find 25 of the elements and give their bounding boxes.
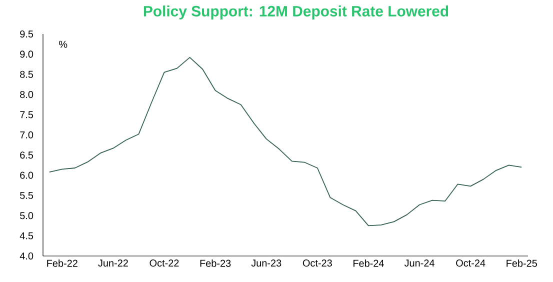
chart-title: Policy Support: 12M Deposit Rate Lowered [144,6,448,20]
y-tick-label: 4.0 [20,252,34,260]
x-tick-label: Oct-24 [456,260,486,267]
y-tick-label: 8.5 [20,70,34,78]
y-tick-label: 6.0 [20,172,34,179]
y-tick-label: 9.0 [20,50,34,58]
y-tick-label: 8.0 [20,91,34,98]
y-tick-label: 4.5 [20,232,34,240]
y-tick-label: 7.0 [20,131,34,138]
y-tick-label: 6.5 [20,152,34,159]
x-tick-label: Oct-23 [302,260,332,267]
y-tick-label: 7.5 [20,111,34,118]
y-tick-label: 5.5 [20,192,34,199]
x-tick-label: Jun-23 [251,260,282,267]
x-tick-label: Jun-24 [404,260,434,267]
annotation: % [59,40,68,48]
y-tick-label: 9.5 [20,30,34,38]
x-tick-label: Feb-23 [200,260,231,267]
x-tick-label: Oct-22 [150,260,179,267]
line-series [48,56,522,226]
x-tick-label: Feb-24 [353,260,384,267]
x-tick-label: Feb-25 [506,260,537,267]
y-tick-label: 5.0 [20,212,34,220]
x-tick-label: Feb-22 [47,260,78,267]
x-tick-label: Jun-22 [98,260,128,267]
